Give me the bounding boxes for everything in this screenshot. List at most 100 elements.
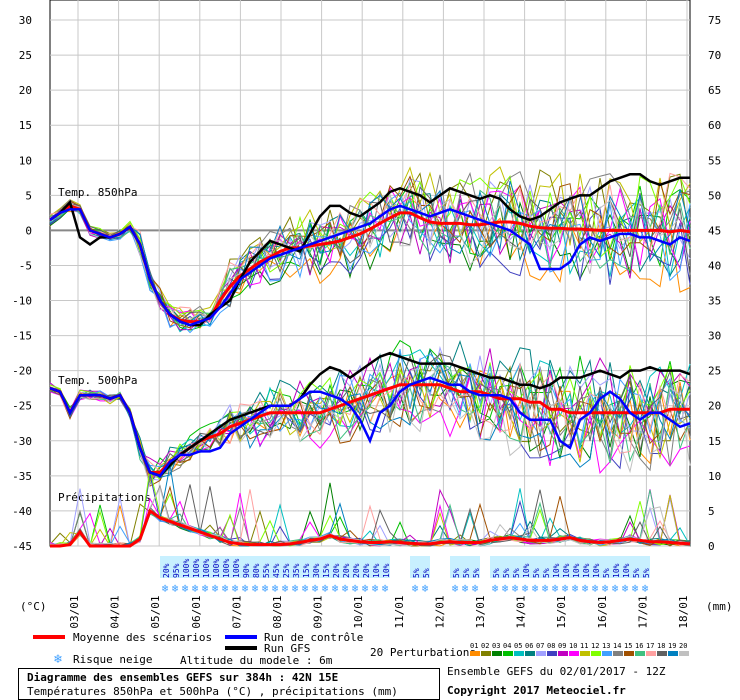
snow-risk-label: 20%	[162, 563, 171, 578]
snowflake-icon: ❄	[452, 582, 459, 595]
snowflake-icon: ❄	[192, 582, 199, 595]
series-line-850-0000ff	[49, 204, 691, 327]
snow-risk-cell	[630, 556, 640, 578]
snowflake-icon: ❄	[522, 582, 529, 595]
perturbation-swatch	[547, 651, 557, 656]
chart-title: Diagramme des ensembles GEFS sur 384h : …	[27, 671, 339, 684]
y2-tick-label: 40	[708, 259, 721, 272]
snowflake-icon: ❄	[362, 582, 369, 595]
snowflake-icon: ❄	[372, 582, 379, 595]
perturbation-swatch	[624, 651, 634, 656]
perturbation-number: 14	[613, 642, 621, 650]
chart-subtitle: Températures 850hPa et 500hPa (°C) , pré…	[27, 685, 398, 698]
snowflake-icon: ❄	[412, 582, 419, 595]
snow-risk-label: 10%	[552, 563, 561, 578]
perturbation-swatch	[470, 651, 480, 656]
perturbation-number: 20	[679, 642, 687, 650]
perturbation-swatch	[668, 651, 678, 656]
snow-risk-cell	[520, 556, 530, 578]
snow-risk-label: 5%	[602, 568, 611, 578]
snow-risk-cell	[510, 556, 520, 578]
snow-risk-cell	[600, 556, 610, 578]
y2-tick-label: 30	[708, 330, 721, 343]
snow-risk-cell	[320, 556, 330, 578]
snow-risk-label: 10%	[522, 563, 531, 578]
y2-tick-label: 65	[708, 84, 721, 97]
perturbation-swatch	[580, 651, 590, 656]
x-tick-label: 16/01	[596, 595, 609, 628]
snow-risk-label: 5%	[532, 568, 541, 578]
perturbation-number: 16	[635, 642, 643, 650]
snow-risk-cell	[170, 556, 180, 578]
perturbation-number: 04	[503, 642, 511, 650]
snowflake-icon: ❄	[462, 582, 469, 595]
snow-risk-label: 100%	[192, 559, 201, 578]
y-tick-label: -25	[12, 400, 32, 413]
y-tick-label: -30	[12, 435, 32, 448]
snow-risk-label: 10%	[622, 563, 631, 578]
snowflake-icon: ❄	[322, 582, 329, 595]
y-tick-label: -15	[12, 330, 32, 343]
snowflake-icon: ❄	[282, 582, 289, 595]
snowflake-icon: ❄	[492, 582, 499, 595]
snow-risk-cell	[460, 556, 470, 578]
snow-risk-cell	[240, 556, 250, 578]
legend-control-label: Run de contrôle	[264, 631, 363, 644]
x-tick-label: 04/01	[109, 595, 122, 628]
snow-risk-label: 15%	[302, 563, 311, 578]
y-tick-label: -20	[12, 365, 32, 378]
snow-risk-cell	[280, 556, 290, 578]
snow-risk-cell	[300, 556, 310, 578]
snow-risk-label: 20%	[362, 563, 371, 578]
perturbation-swatch	[481, 651, 491, 656]
snow-risk-label: 55%	[262, 563, 271, 578]
y-tick-label: 0	[25, 224, 32, 237]
x-tick-label: 08/01	[271, 595, 284, 628]
y2-tick-label: 15	[708, 435, 721, 448]
snow-risk-label: 10%	[572, 563, 581, 578]
snow-risk-cell	[550, 556, 560, 578]
y-tick-label: 30	[19, 14, 32, 27]
x-tick-label: 07/01	[230, 595, 243, 628]
snow-risk-cell	[190, 556, 200, 578]
snowflake-icon: ❄	[532, 582, 539, 595]
snow-risk-cell	[250, 556, 260, 578]
snow-risk-cell	[450, 556, 460, 578]
y2-tick-label: 20	[708, 400, 721, 413]
y2-tick-label: 10	[708, 470, 721, 483]
snowflake-icon: ❄	[592, 582, 599, 595]
y-tick-label: 10	[19, 154, 32, 167]
snowflake-icon: ❄	[272, 582, 279, 595]
snowflake-icon: ❄	[222, 582, 229, 595]
snow-risk-label: 80%	[252, 563, 261, 578]
snow-risk-label: 20%	[342, 563, 351, 578]
x-tick-label: 18/01	[677, 595, 690, 628]
y-tick-label: 25	[19, 49, 32, 62]
snow-risk-label: 10%	[562, 563, 571, 578]
snowflake-icon: ❄	[552, 582, 559, 595]
snowflake-icon: ❄	[182, 582, 189, 595]
perturbation-line	[49, 348, 691, 466]
y2-tick-label: 0	[708, 540, 715, 553]
y2-tick-label: 5	[708, 505, 715, 518]
snow-risk-cell	[590, 556, 600, 578]
snowflake-icon: ❄	[332, 582, 339, 595]
perturbation-swatch	[635, 651, 645, 656]
panel-label-precip: Précipitations	[58, 491, 151, 504]
perturbations-label: 20 Perturbations	[370, 646, 476, 659]
snowflake-icon: ❄	[232, 582, 239, 595]
snow-risk-label: 10%	[582, 563, 591, 578]
snowflake-icon: ❄	[572, 582, 579, 595]
snow-risk-label: 30%	[312, 563, 321, 578]
info-box: Ensemble GEFS du 02/01/2017 - 12Z Copyri…	[445, 663, 695, 698]
snow-risk-cell	[580, 556, 590, 578]
snow-risk-cell	[210, 556, 220, 578]
snowflake-icon: ❄	[53, 652, 62, 667]
perturbation-swatch	[558, 651, 568, 656]
snow-risk-label: 10%	[382, 563, 391, 578]
snow-risk-cell	[350, 556, 360, 578]
snow-risk-label: 5%	[512, 568, 521, 578]
y2-tick-label: 70	[708, 49, 721, 62]
snowflake-icon: ❄	[172, 582, 179, 595]
